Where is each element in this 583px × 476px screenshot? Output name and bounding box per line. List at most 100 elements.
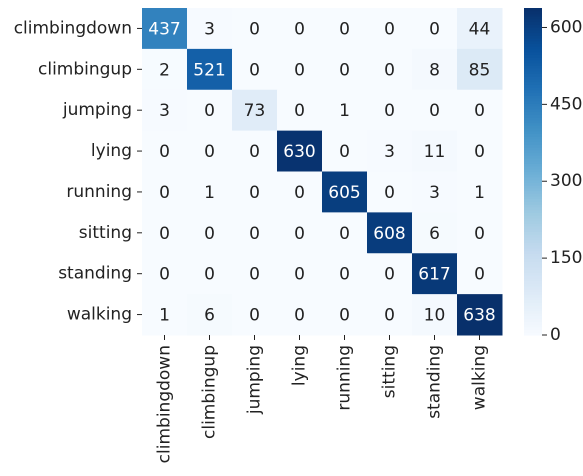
colorbar-segment [524, 302, 542, 306]
cell [457, 8, 503, 50]
cell [412, 171, 458, 213]
colorbar-segment [524, 62, 542, 66]
colorbar-segment [524, 196, 542, 200]
cell [277, 8, 323, 50]
colorbar-segment [524, 40, 542, 45]
colorbar-segment [524, 266, 542, 271]
colorbar-segment [524, 18, 542, 23]
cell-label: 3 [204, 19, 215, 39]
colorbar-segment [524, 305, 542, 309]
cell-label: 0 [339, 265, 350, 285]
colorbar-segment [524, 324, 542, 328]
cell [187, 8, 233, 50]
cell [367, 8, 413, 50]
y-tick-label: climbingup [38, 59, 132, 79]
cell-label: 0 [249, 19, 260, 39]
colorbar-segment [524, 185, 542, 189]
colorbar-segment [524, 67, 542, 72]
colorbar-segment [524, 209, 542, 213]
colorbar-segment [524, 250, 542, 254]
y-tick-label: walking [67, 305, 132, 325]
colorbar-segment [524, 141, 542, 145]
colorbar-segment [524, 247, 542, 252]
colorbar-segment [524, 204, 542, 208]
cell [322, 212, 368, 254]
cell [232, 294, 278, 336]
colorbar-segment [524, 215, 542, 219]
colorbar-segment [524, 206, 542, 211]
colorbar-segment [524, 255, 542, 260]
cell [142, 253, 188, 295]
cell-label: 0 [384, 183, 395, 203]
colorbar-segment [524, 272, 542, 276]
colorbar-segment [524, 73, 542, 77]
x-tick-label: climbingdown [155, 345, 175, 463]
cell-label: 0 [204, 101, 215, 121]
colorbar-segment [524, 46, 542, 50]
cell-label: 1 [204, 183, 215, 203]
cell [277, 253, 323, 295]
colorbar-segment [524, 239, 542, 243]
cell [457, 294, 503, 336]
colorbar-segment [524, 10, 542, 15]
colorbar-segment [524, 87, 542, 91]
cell-label: 0 [474, 142, 485, 162]
colorbar-segment [524, 43, 542, 47]
colorbar-segment [524, 144, 542, 148]
colorbar-segment [524, 253, 542, 257]
cell-label: 0 [384, 19, 395, 39]
cell [412, 8, 458, 50]
x-tick-label: jumping [245, 345, 265, 415]
cell-label: 0 [294, 101, 305, 121]
colorbar-segment [524, 280, 542, 284]
cell [232, 8, 278, 50]
colorbar-segment [524, 95, 542, 99]
cell-label: 85 [469, 60, 491, 80]
cell [457, 89, 503, 132]
cell-label: 1 [159, 306, 170, 326]
colorbar-segment [524, 100, 542, 104]
cell-label: 0 [249, 183, 260, 203]
colorbar-segment [524, 13, 542, 17]
cell-label: 3 [384, 142, 395, 162]
colorbar-segment [524, 313, 542, 317]
cell [412, 294, 458, 336]
cell [232, 48, 278, 91]
cell [367, 89, 413, 132]
cell [187, 253, 233, 295]
cell [322, 171, 368, 213]
cell-label: 0 [159, 265, 170, 285]
cell [277, 171, 323, 213]
colorbar-segment [524, 168, 542, 173]
colorbar-segment [524, 242, 542, 246]
cell-label: 0 [249, 60, 260, 80]
colorbar-segment [524, 245, 542, 249]
cell-label: 0 [159, 142, 170, 162]
colorbar-segment [524, 176, 542, 181]
cell-label: 0 [339, 224, 350, 244]
colorbar-segment [524, 130, 542, 134]
colorbar-segment [524, 114, 542, 118]
colorbar-segment [524, 285, 542, 290]
colorbar-segment [524, 76, 542, 80]
colorbar-segment [524, 283, 542, 287]
colorbar-segment [524, 258, 542, 263]
cell-label: 0 [294, 306, 305, 326]
colorbar-segment [524, 187, 542, 192]
colorbar-segment [524, 84, 542, 88]
cell [367, 294, 413, 336]
colorbar-tick-label: 150 [550, 248, 582, 268]
colorbar-segment [524, 29, 542, 34]
cell [187, 294, 233, 336]
colorbar-segment [524, 171, 542, 175]
colorbar-segment [524, 57, 542, 61]
cell-label: 0 [474, 224, 485, 244]
colorbar-segment [524, 160, 542, 164]
cell [457, 212, 503, 254]
cell-label: 608 [373, 224, 405, 244]
colorbar-segment [524, 138, 542, 143]
colorbar-segment [524, 163, 542, 167]
cell-label: 0 [294, 183, 305, 203]
colorbar-tick-label: 300 [550, 171, 582, 191]
cell-label: 0 [474, 265, 485, 285]
